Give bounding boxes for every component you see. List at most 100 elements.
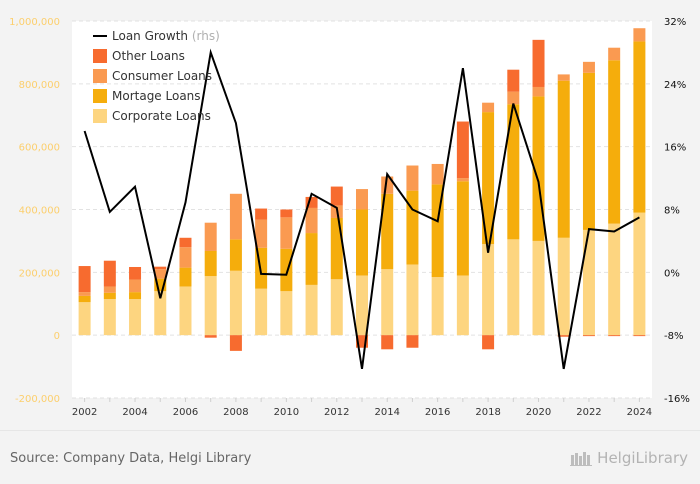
bar-other-loans xyxy=(129,266,142,280)
y-left-tick-label: 400,000 xyxy=(19,206,60,217)
bar-other-loans xyxy=(179,237,192,248)
bar-corporate-loans xyxy=(305,284,318,336)
y-right-tick-label: 8% xyxy=(664,206,680,217)
bar-corporate-loans xyxy=(179,286,192,336)
bar-corporate-loans xyxy=(608,223,621,336)
bar-other-loans xyxy=(406,335,419,348)
bar-corporate-loans xyxy=(406,264,419,336)
bar-consumer-loans xyxy=(129,279,142,293)
bar-mortage-loans xyxy=(633,41,646,213)
bar-mortage-loans xyxy=(129,292,142,300)
bar-consumer-loans xyxy=(608,47,621,61)
bar-corporate-loans xyxy=(154,291,167,336)
bar-corporate-loans xyxy=(456,275,469,336)
bar-consumer-loans xyxy=(507,91,520,105)
bar-consumer-loans xyxy=(482,102,495,113)
bar-consumer-loans xyxy=(582,61,595,73)
y-right-tick-label: 0% xyxy=(664,268,680,279)
bar-corporate-loans xyxy=(507,239,520,336)
bar-other-loans xyxy=(582,335,595,337)
x-tick-label: 2012 xyxy=(324,407,349,418)
bar-consumer-loans xyxy=(280,217,293,249)
bar-corporate-loans xyxy=(129,299,142,336)
x-tick-label: 2018 xyxy=(475,407,500,418)
bar-other-loans xyxy=(532,39,545,87)
bar-other-loans xyxy=(381,335,394,350)
bar-other-loans xyxy=(330,186,343,206)
bar-consumer-loans xyxy=(431,163,444,185)
bar-other-loans xyxy=(456,121,469,179)
bar-corporate-loans xyxy=(78,302,91,336)
bar-corporate-loans xyxy=(229,270,242,336)
x-tick-label: 2016 xyxy=(425,407,450,418)
loan-chart: -200,000 0 200,000 400,000 600,000 800,000 1,0… xyxy=(9,17,690,418)
bar-mortage-loans xyxy=(608,60,621,224)
bar-mortage-loans xyxy=(582,72,595,230)
y-left-tick-label: -200,000 xyxy=(15,394,60,405)
bar-other-loans xyxy=(78,266,91,293)
x-tick-label: 2024 xyxy=(627,407,652,418)
legend-swatch xyxy=(93,89,107,103)
bar-consumer-loans xyxy=(78,292,91,296)
bar-corporate-loans xyxy=(381,269,394,336)
x-tick-label: 2020 xyxy=(526,407,551,418)
legend-swatch xyxy=(93,49,107,63)
bar-consumer-loans xyxy=(356,189,368,210)
bar-consumer-loans xyxy=(229,193,242,240)
bar-mortage-loans xyxy=(305,233,318,285)
y-left-tick-label: 0 xyxy=(54,331,60,342)
source-text: Source: Company Data, Helgi Library xyxy=(10,451,252,466)
library-icon xyxy=(570,452,593,466)
bar-consumer-loans xyxy=(633,28,646,42)
bar-mortage-loans xyxy=(557,80,570,238)
bar-corporate-loans xyxy=(356,275,368,336)
bar-corporate-loans xyxy=(255,288,268,336)
bar-consumer-loans xyxy=(154,269,167,279)
x-tick-label: 2008 xyxy=(223,407,248,418)
bar-other-loans xyxy=(305,196,318,208)
bar-corporate-loans xyxy=(431,277,444,336)
bar-other-loans xyxy=(229,335,242,351)
bar-mortage-loans xyxy=(204,250,217,277)
legend-label-suffix: (rhs) xyxy=(188,29,220,43)
bar-mortage-loans xyxy=(229,239,242,271)
bar-mortage-loans xyxy=(507,104,520,240)
series-line-loan-growth xyxy=(83,48,640,370)
legend-label: Mortage Loans xyxy=(112,89,201,103)
y-right-tick-label: 32% xyxy=(664,17,686,28)
y-left-tick-label: 800,000 xyxy=(19,80,60,91)
y-right-tick-label: -16% xyxy=(664,394,690,405)
bar-mortage-loans xyxy=(179,267,192,287)
y-left-tick-label: 200,000 xyxy=(19,268,60,279)
bar-consumer-loans xyxy=(532,86,545,97)
bar-mortage-loans xyxy=(280,248,293,292)
y-right-tick-label: 16% xyxy=(664,143,686,154)
bar-other-loans xyxy=(255,208,268,220)
bar-mortage-loans xyxy=(482,112,495,245)
brand-logo[interactable]: HelgiLibrary xyxy=(570,449,688,467)
bar-corporate-loans xyxy=(204,276,217,336)
bar-corporate-loans xyxy=(330,279,343,336)
x-tick-label: 2006 xyxy=(173,407,198,418)
bar-other-loans xyxy=(280,209,293,218)
legend-label: Corporate Loans xyxy=(112,109,211,123)
bar-corporate-loans xyxy=(582,229,595,336)
brand-name: HelgiLibrary xyxy=(597,449,688,467)
bar-corporate-loans xyxy=(280,291,293,336)
legend-swatch xyxy=(93,109,107,123)
bar-consumer-loans xyxy=(179,247,192,268)
x-tick-label: 2004 xyxy=(122,407,147,418)
bar-mortage-loans xyxy=(78,295,91,303)
bar-consumer-loans xyxy=(305,207,318,234)
x-tick-label: 2022 xyxy=(576,407,601,418)
x-tick-label: 2002 xyxy=(72,407,97,418)
bar-consumer-loans xyxy=(557,74,570,81)
bar-corporate-loans xyxy=(103,299,116,336)
bar-mortage-loans xyxy=(103,292,116,300)
bar-corporate-loans xyxy=(633,212,646,336)
bar-other-loans xyxy=(507,69,520,92)
legend-swatch xyxy=(93,69,107,83)
bar-other-loans xyxy=(557,335,570,337)
bar-other-loans xyxy=(608,335,621,337)
x-tick-label: 2014 xyxy=(374,407,399,418)
